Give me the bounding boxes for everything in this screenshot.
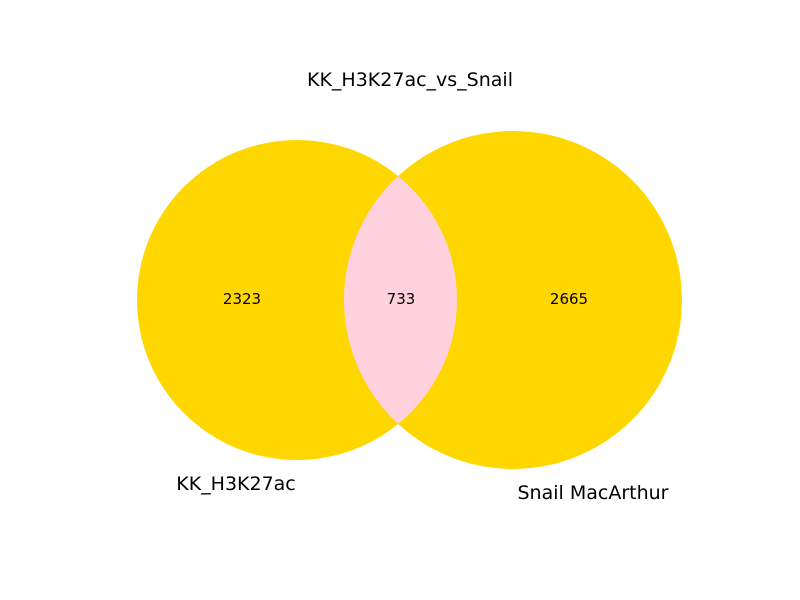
intersection-count: 733 [387,290,416,308]
diagram-title: KK_H3K27ac_vs_Snail [307,69,513,91]
intersection-region [344,140,457,460]
left-only-count: 2323 [223,290,261,308]
right-only-count: 2665 [550,290,588,308]
set-label-kk-h3k27ac: KK_H3K27ac [176,473,296,495]
set-label-snail-macarthur: Snail MacArthur [518,482,669,504]
